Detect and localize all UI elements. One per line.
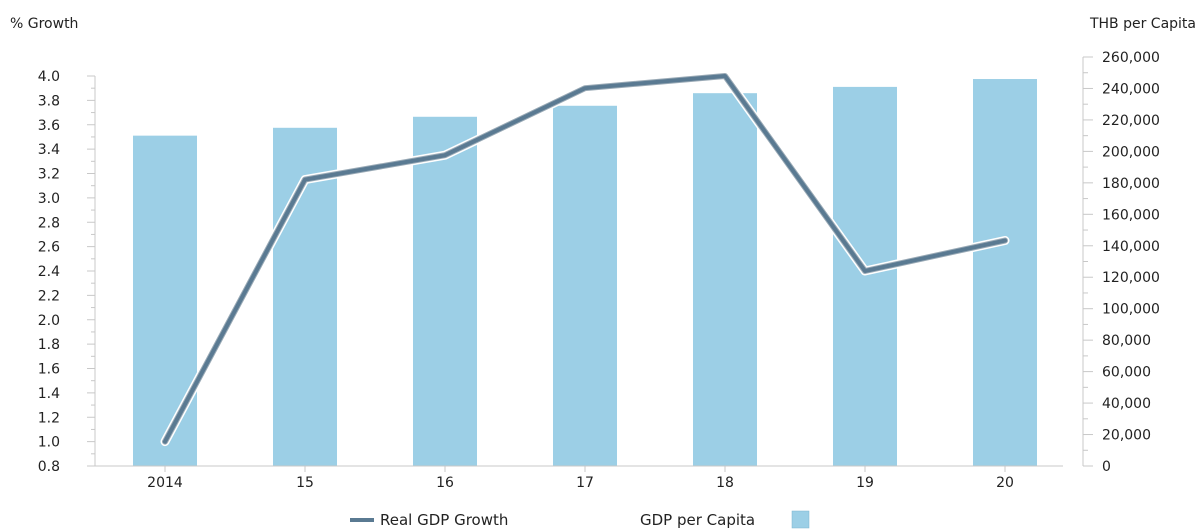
right-tick-label: 160,000 <box>1102 207 1160 223</box>
right-tick-label: 40,000 <box>1102 396 1151 412</box>
line-point <box>863 269 867 273</box>
right-tick-label: 100,000 <box>1102 302 1160 318</box>
left-tick-label: 3.6 <box>38 118 60 134</box>
right-tick-label: 260,000 <box>1102 50 1160 66</box>
x-tick-label: 20 <box>996 475 1014 491</box>
bar <box>133 135 197 466</box>
left-tick-label: 0.8 <box>38 459 60 475</box>
right-tick-label: 0 <box>1102 459 1111 475</box>
left-tick-label: 2.0 <box>38 313 60 329</box>
left-tick-label: 4.0 <box>38 69 60 85</box>
x-tick-label: 2014 <box>147 475 183 491</box>
line-point <box>163 440 167 444</box>
x-tick-label: 18 <box>716 475 734 491</box>
line-point <box>443 153 447 157</box>
left-tick-label: 1.4 <box>38 386 60 402</box>
legend-label-bar: GDP per Capita <box>640 511 755 529</box>
x-tick-label: 17 <box>576 475 594 491</box>
right-tick-label: 200,000 <box>1102 144 1160 160</box>
right-tick-label: 20,000 <box>1102 428 1151 444</box>
bar <box>833 86 897 466</box>
left-axis-title: % Growth <box>10 16 78 32</box>
left-tick-label: 3.8 <box>38 93 60 109</box>
left-tick-label: 2.8 <box>38 215 60 231</box>
left-tick-label: 1.2 <box>38 410 60 426</box>
right-tick-label: 180,000 <box>1102 176 1160 192</box>
right-tick-label: 220,000 <box>1102 113 1160 129</box>
line-point <box>583 86 587 90</box>
right-tick-label: 80,000 <box>1102 333 1151 349</box>
left-tick-label: 1.8 <box>38 337 60 353</box>
bar <box>973 79 1037 467</box>
line-point <box>303 178 307 182</box>
right-axis: 0 20,000 40,000 60,000 80,000 100,000 120,000 1… <box>1082 50 1160 475</box>
left-tick-label: 1.6 <box>38 362 60 378</box>
legend: Real GDP Growth GDP per Capita <box>350 510 810 529</box>
left-axis: 0.8 1.0 1.2 1.4 1.6 1.8 2.0 2.2 2.4 2.6 2.8 3.0 3.2 3… <box>38 69 96 475</box>
line-series <box>160 71 1010 447</box>
right-tick-label: 60,000 <box>1102 365 1151 381</box>
bar-series <box>133 79 1037 467</box>
right-axis-title: THB per Capita <box>1089 16 1196 32</box>
left-tick-label: 3.2 <box>38 167 60 183</box>
left-tick-label: 2.2 <box>38 288 60 304</box>
bar <box>553 105 617 466</box>
right-tick-label: 120,000 <box>1102 270 1160 286</box>
bar <box>413 116 477 467</box>
legend-bar-swatch <box>791 510 810 529</box>
x-tick-label: 15 <box>296 475 314 491</box>
bar <box>693 93 757 466</box>
left-tick-label: 2.4 <box>38 264 60 280</box>
legend-label-line: Real GDP Growth <box>380 511 508 529</box>
left-tick-label: 1.0 <box>38 435 60 451</box>
x-axis: 2014 15 16 17 18 19 20 <box>95 465 1063 491</box>
left-tick-label: 3.4 <box>38 142 60 158</box>
line-point <box>723 74 727 78</box>
line-point <box>1003 239 1007 243</box>
left-tick-label: 3.0 <box>38 191 60 207</box>
x-tick-label: 16 <box>436 475 454 491</box>
x-tick-label: 19 <box>856 475 874 491</box>
right-tick-label: 140,000 <box>1102 239 1160 255</box>
left-tick-label: 2.6 <box>38 240 60 256</box>
right-tick-label: 240,000 <box>1102 81 1160 97</box>
